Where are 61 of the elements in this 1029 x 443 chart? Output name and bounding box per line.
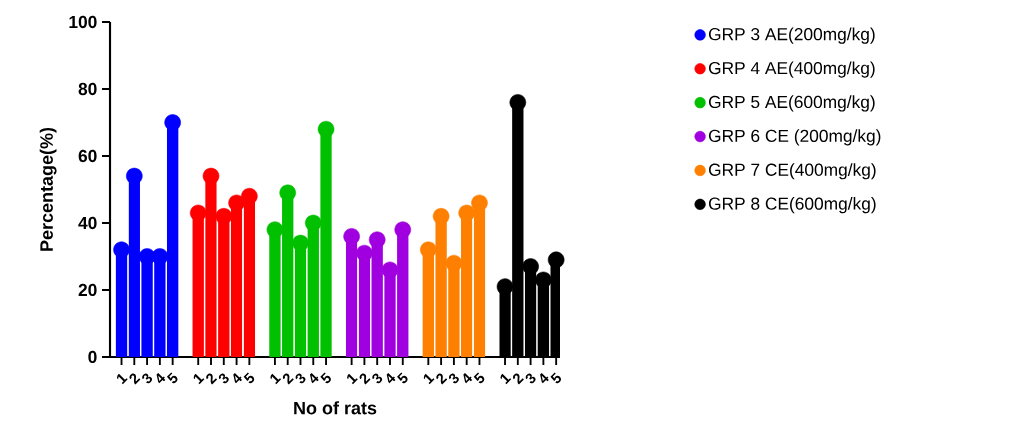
x-tick-label: 4 bbox=[233, 372, 243, 384]
point bbox=[445, 254, 463, 272]
x-tick-label: 5 bbox=[550, 372, 561, 384]
x-tick-label: 1 bbox=[500, 373, 512, 385]
x-tick-label: 3 bbox=[448, 373, 459, 384]
x-tick-label: 1 bbox=[347, 373, 358, 385]
point bbox=[394, 221, 412, 238]
x-tick-label: 3 bbox=[525, 373, 536, 384]
legend-label: GRP 5 AE(600mg/kg) bbox=[708, 95, 875, 112]
x-tick-label: 4 bbox=[540, 372, 549, 384]
point bbox=[547, 251, 565, 269]
y-tick-label: 100 bbox=[69, 15, 97, 29]
x-tick-label: 3 bbox=[142, 373, 153, 384]
x-tick-label: 5 bbox=[166, 372, 178, 384]
y-axis-title: Percentage(%) bbox=[39, 127, 57, 251]
y-tick-label: 40 bbox=[78, 216, 97, 230]
x-tick-label: 5 bbox=[473, 372, 485, 384]
y-tick-label: 60 bbox=[78, 149, 97, 163]
x-tick-label: 2 bbox=[359, 373, 371, 385]
point bbox=[305, 214, 322, 232]
x-tick-label: 4 bbox=[156, 372, 166, 384]
x-tick-label: 4 bbox=[463, 372, 473, 384]
x-tick-label: 1 bbox=[116, 373, 128, 385]
point bbox=[202, 167, 220, 185]
point bbox=[496, 278, 514, 295]
x-tick-label: 4 bbox=[309, 372, 319, 384]
point bbox=[266, 221, 284, 238]
x-tick-label: 1 bbox=[270, 373, 282, 385]
x-tick-label: 2 bbox=[129, 373, 141, 385]
x-tick-label: 1 bbox=[423, 373, 435, 385]
x-tick-label: 4 bbox=[386, 372, 396, 384]
x-tick-label: 3 bbox=[295, 373, 306, 384]
x-tick-label: 5 bbox=[320, 372, 331, 384]
point bbox=[522, 258, 539, 275]
point bbox=[432, 208, 450, 225]
point bbox=[509, 94, 527, 111]
x-tick-label: 3 bbox=[372, 373, 383, 384]
x-tick-label: 5 bbox=[397, 372, 408, 384]
x-tick-label: 2 bbox=[206, 373, 218, 385]
x-tick-label: 1 bbox=[193, 373, 205, 385]
x-axis-title: No of rats bbox=[294, 401, 377, 415]
legend-label: GRP 6 CE (200mg/kg) bbox=[708, 129, 881, 146]
legend-label: GRP 3 AE(200mg/kg) bbox=[708, 27, 875, 44]
point bbox=[151, 248, 169, 265]
legend-label: GRP 4 AE(400mg/kg) bbox=[708, 61, 875, 78]
x-tick-label: 2 bbox=[513, 373, 524, 385]
point bbox=[381, 261, 399, 279]
legend-label: GRP 8 CE(600mg/kg) bbox=[708, 197, 876, 214]
y-tick-label: 20 bbox=[78, 283, 97, 297]
x-tick-label: 2 bbox=[282, 373, 294, 385]
y-tick-label: 0 bbox=[88, 350, 97, 364]
legend-label: GRP 7 CE(400mg/kg) bbox=[708, 163, 876, 180]
x-tick-label: 5 bbox=[243, 372, 255, 384]
point bbox=[317, 120, 335, 138]
x-tick-label: 3 bbox=[218, 373, 229, 384]
x-tick-label: 2 bbox=[436, 373, 448, 385]
point bbox=[343, 228, 360, 245]
point bbox=[215, 208, 233, 225]
point bbox=[164, 114, 181, 131]
point bbox=[189, 204, 207, 222]
y-tick-label: 80 bbox=[78, 82, 97, 96]
